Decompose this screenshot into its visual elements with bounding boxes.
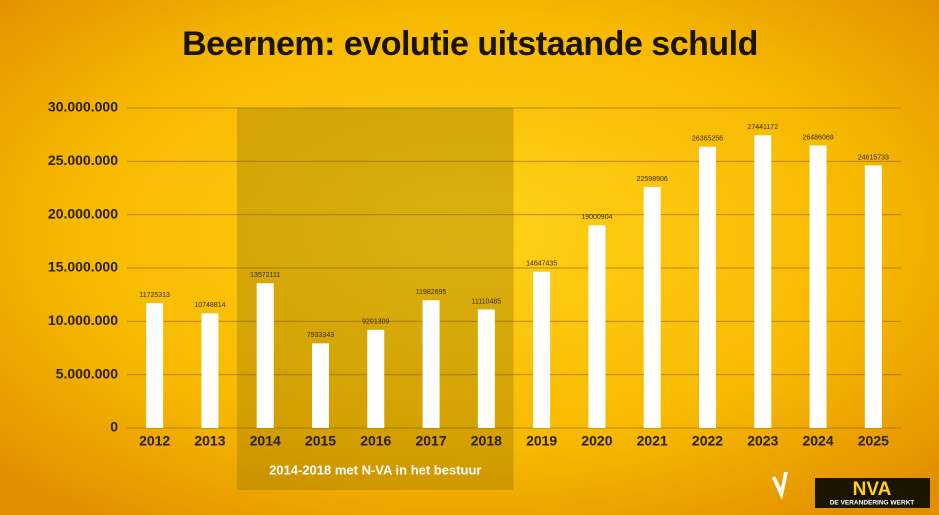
value-label: 22598906 <box>637 176 668 183</box>
value-label: 11110485 <box>472 298 502 305</box>
bar <box>643 186 661 428</box>
x-tick-label: 2012 <box>139 433 170 449</box>
bar <box>477 309 495 428</box>
value-label: 19000904 <box>581 214 612 221</box>
value-label: 11982695 <box>416 289 447 296</box>
bar <box>422 300 440 428</box>
y-tick-label: 15.000.000 <box>48 259 118 275</box>
logo-name: NVA <box>853 479 892 500</box>
x-tick-label: 2019 <box>526 433 557 449</box>
value-label: 27441172 <box>747 124 778 131</box>
highlight-label: 2014-2018 met N-VA in het bestuur <box>269 462 481 477</box>
x-tick-label: 2023 <box>747 433 778 449</box>
bar <box>256 283 274 428</box>
bar <box>809 145 827 428</box>
value-label: 14647435 <box>526 261 557 268</box>
x-tick-label: 2021 <box>637 433 668 449</box>
bar <box>588 225 606 428</box>
value-label: 11725313 <box>139 292 170 299</box>
bar <box>864 165 882 428</box>
logo-slogan: DE VERANDERING WERKT <box>830 500 915 507</box>
logo-box <box>815 478 930 508</box>
bar <box>312 343 329 428</box>
x-tick-label: 2017 <box>415 433 446 449</box>
x-tick-label: 2015 <box>305 433 336 449</box>
x-tick-label: 2013 <box>194 433 225 449</box>
y-tick-label: 30.000.000 <box>48 99 118 115</box>
value-label: 10748814 <box>194 302 225 309</box>
y-tick-label: 0 <box>110 419 118 435</box>
x-tick-label: 2018 <box>471 433 502 449</box>
value-label: 13572111 <box>250 272 280 279</box>
grid-group: 0 5.000.000 10.000.000 15.000.000 20.000.000… <box>48 99 901 435</box>
bar <box>533 271 551 428</box>
x-tick-label: 2024 <box>802 433 833 449</box>
bar <box>146 302 164 428</box>
x-tick-label: 2020 <box>581 433 612 449</box>
x-tick-label: 2022 <box>692 433 723 449</box>
value-label: 7933343 <box>307 332 334 339</box>
bar <box>754 135 772 428</box>
bar <box>201 313 219 428</box>
bars-group: 2012 11725313 2013 10748814 2014 13572111 2015… <box>139 124 889 449</box>
value-label: 26486069 <box>802 134 833 141</box>
x-tick-label: 2014 <box>250 433 281 449</box>
x-tick-label: 2025 <box>858 433 889 449</box>
logo: NVA DE VERANDERING WERKT <box>772 472 930 508</box>
y-tick-label: 20.000.000 <box>48 205 118 221</box>
logo-icon <box>772 472 788 500</box>
chart-title: Beernem: evolutie uitstaande schuld <box>182 25 758 63</box>
value-label: 9201309 <box>362 319 389 326</box>
y-tick-label: 10.000.000 <box>48 312 118 328</box>
y-tick-label: 5.000.000 <box>56 365 118 381</box>
bar <box>367 329 385 428</box>
bar <box>699 146 716 428</box>
value-label: 24615733 <box>858 154 889 161</box>
y-tick-label: 25.000.000 <box>48 152 118 168</box>
value-label: 26365256 <box>692 136 723 143</box>
x-tick-label: 2016 <box>360 433 391 449</box>
